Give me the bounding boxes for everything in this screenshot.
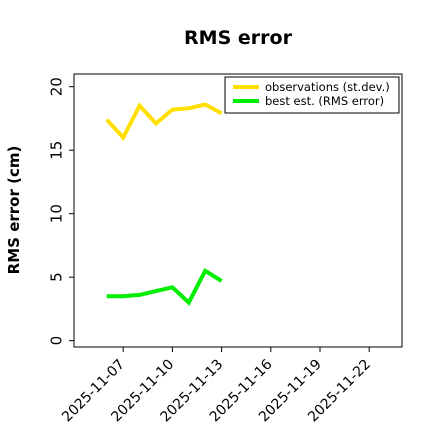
y-axis-label: RMS error (cm): [5, 146, 23, 275]
series-line-0: [105, 102, 223, 141]
y-tick-label: 10: [47, 204, 65, 223]
y-tick-label: 5: [47, 272, 65, 282]
y-tick-label: 20: [47, 77, 65, 96]
y-tick-label: 0: [47, 336, 65, 346]
legend-label: best est. (RMS error): [265, 94, 384, 108]
legend-box: [224, 76, 400, 114]
plot-frame: [73, 73, 403, 348]
y-axis-ticks: 0 5 10 15 20: [47, 77, 74, 345]
chart-title: RMS error: [184, 27, 293, 49]
legend-label: observations (st.dev.): [265, 80, 390, 94]
series-line-1: [106, 267, 223, 306]
series-lines: [105, 102, 223, 306]
x-axis-ticks: 2025-11-072025-11-102025-11-132025-11-16…: [59, 347, 374, 425]
y-tick-label: 15: [47, 141, 65, 160]
legend: observations (st.dev.)best est. (RMS err…: [224, 76, 400, 114]
